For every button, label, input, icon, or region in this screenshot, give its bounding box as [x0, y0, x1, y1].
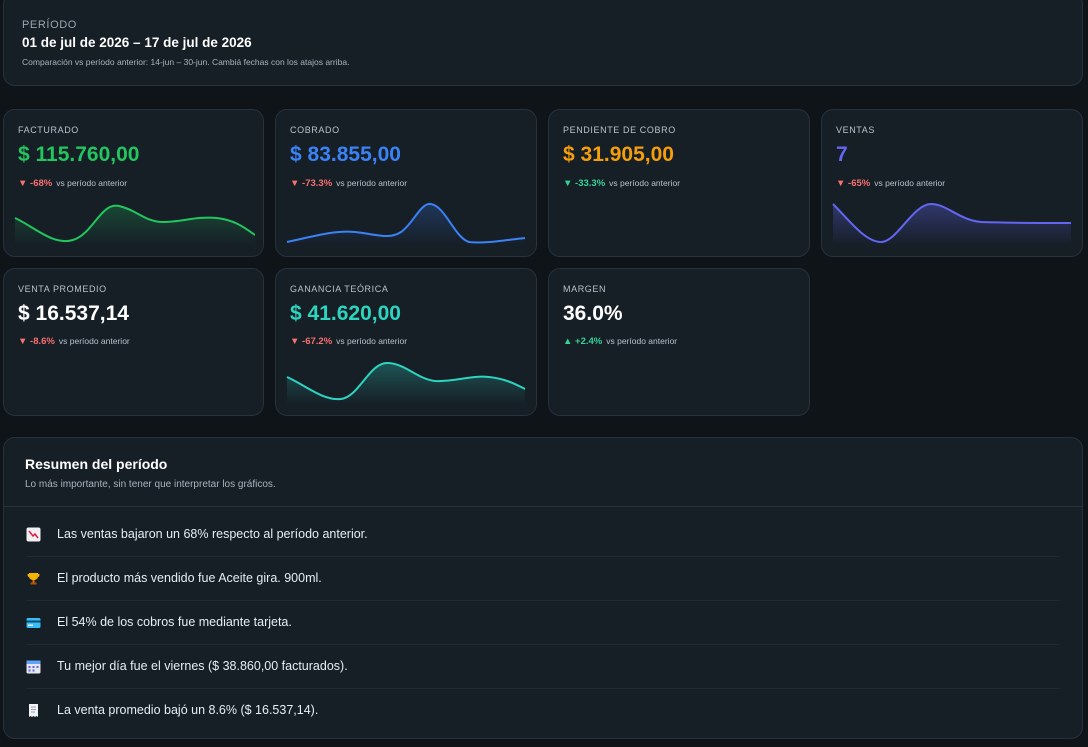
- kpi-value: $ 83.855,00: [290, 143, 401, 166]
- kpi-delta: ▼ -8.6% vs período anterior: [18, 336, 130, 347]
- kpi-delta-value: -8.6%: [30, 336, 55, 347]
- summary-title: Resumen del período: [25, 456, 168, 472]
- kpi-title: VENTA PROMEDIO: [18, 284, 107, 294]
- divider: [4, 506, 1082, 507]
- kpi-delta-caption: vs período anterior: [609, 178, 681, 188]
- summary-item: El 54% de los cobros fue mediante tarjet…: [26, 601, 1060, 645]
- summary-item-text: El 54% de los cobros fue mediante tarjet…: [57, 615, 292, 629]
- kpi-delta: ▼ -68% vs período anterior: [18, 178, 127, 189]
- sparkline-ventas: [832, 202, 1072, 246]
- kpi-card-margen[interactable]: MARGEN 36.0% ▲ +2.4% vs período anterior: [548, 268, 810, 416]
- receipt-icon: [26, 703, 41, 718]
- summary-item: El producto más vendido fue Aceite gira.…: [26, 557, 1060, 601]
- kpi-card-ventas[interactable]: VENTAS 7 ▼ -65% vs período anterior: [821, 109, 1083, 257]
- kpi-delta-value: -73.3%: [302, 178, 333, 189]
- kpi-delta-value: -65%: [848, 178, 871, 189]
- kpi-value: 7: [836, 143, 848, 166]
- kpi-title: FACTURADO: [18, 125, 79, 135]
- kpi-delta-value: -67.2%: [302, 336, 333, 347]
- kpi-delta: ▲ +2.4% vs período anterior: [563, 336, 677, 347]
- kpi-card-ganancia-teorica[interactable]: GANANCIA TEÓRICA $ 41.620,00 ▼ -67.2% vs …: [275, 268, 537, 416]
- kpi-card-pendiente-de-cobro[interactable]: PENDIENTE DE COBRO $ 31.905,00 ▼ -33.3% v…: [548, 109, 810, 257]
- period-header: PERÍODO 01 de jul de 2026 – 17 de jul de…: [3, 0, 1083, 86]
- kpi-delta-caption: vs período anterior: [58, 336, 130, 346]
- kpi-title: COBRADO: [290, 125, 340, 135]
- trophy-icon: [26, 571, 41, 586]
- period-range: 01 de jul de 2026 – 17 de jul de 2026: [22, 35, 252, 50]
- kpi-value: 36.0%: [563, 302, 623, 325]
- calendar-icon: [26, 659, 41, 674]
- arrow-down-icon: ▼: [18, 336, 28, 347]
- kpi-card-venta-promedio[interactable]: VENTA PROMEDIO $ 16.537,14 ▼ -8.6% vs per…: [3, 268, 264, 416]
- period-label: PERÍODO: [22, 19, 77, 31]
- sparkline-facturado: [14, 204, 255, 246]
- kpi-delta-caption: vs período anterior: [606, 336, 678, 346]
- summary-item-text: Tu mejor día fue el viernes ($ 38.860,00…: [57, 659, 348, 673]
- arrow-down-icon: ▼: [290, 178, 300, 189]
- kpi-value: $ 41.620,00: [290, 302, 401, 325]
- kpi-card-cobrado[interactable]: COBRADO $ 83.855,00 ▼ -73.3% vs período a…: [275, 109, 537, 257]
- kpi-delta-value: -33.3%: [575, 178, 606, 189]
- arrow-up-icon: ▲: [563, 336, 573, 347]
- kpi-value: $ 16.537,14: [18, 302, 129, 325]
- period-comparison-note: Comparación vs período anterior: 14-jun …: [22, 57, 350, 67]
- summary-subtitle: Lo más importante, sin tener que interpr…: [25, 479, 276, 490]
- kpi-value: $ 31.905,00: [563, 143, 674, 166]
- summary-item-text: La venta promedio bajó un 8.6% ($ 16.537…: [57, 703, 319, 717]
- arrow-down-icon: ▼: [18, 178, 28, 189]
- kpi-delta-value: -68%: [30, 178, 53, 189]
- summary-item-text: Las ventas bajaron un 68% respecto al pe…: [57, 527, 368, 541]
- kpi-delta-caption: vs período anterior: [56, 178, 128, 188]
- arrow-down-icon: ▼: [563, 178, 573, 189]
- kpi-delta-value: +2.4%: [575, 336, 603, 347]
- arrow-down-icon: ▼: [836, 178, 846, 189]
- kpi-value: $ 115.760,00: [18, 143, 140, 166]
- kpi-delta-caption: vs período anterior: [874, 178, 946, 188]
- kpi-delta: ▼ -67.2% vs período anterior: [290, 336, 407, 347]
- kpi-delta: ▼ -73.3% vs período anterior: [290, 178, 407, 189]
- summary-item: Tu mejor día fue el viernes ($ 38.860,00…: [26, 645, 1060, 689]
- summary-item-text: El producto más vendido fue Aceite gira.…: [57, 571, 322, 585]
- kpi-title: VENTAS: [836, 125, 875, 135]
- kpi-delta: ▼ -65% vs período anterior: [836, 178, 945, 189]
- kpi-card-facturado[interactable]: FACTURADO $ 115.760,00 ▼ -68% vs período …: [3, 109, 264, 257]
- kpi-title: GANANCIA TEÓRICA: [290, 284, 389, 294]
- sparkline-cobrado: [286, 202, 526, 246]
- kpi-delta: ▼ -33.3% vs período anterior: [563, 178, 680, 189]
- summary-item: Las ventas bajaron un 68% respecto al pe…: [26, 513, 1060, 557]
- summary-item: La venta promedio bajó un 8.6% ($ 16.537…: [26, 689, 1060, 732]
- summary-panel: Resumen del período Lo más importante, s…: [3, 437, 1083, 739]
- credit-card-icon: [26, 615, 41, 630]
- arrow-down-icon: ▼: [290, 336, 300, 347]
- chart-decreasing-icon: [26, 527, 41, 542]
- kpi-title: MARGEN: [563, 284, 607, 294]
- kpi-delta-caption: vs período anterior: [336, 336, 408, 346]
- kpi-delta-caption: vs período anterior: [336, 178, 408, 188]
- sparkline-ganancia-teorica: [286, 361, 526, 405]
- kpi-title: PENDIENTE DE COBRO: [563, 125, 676, 135]
